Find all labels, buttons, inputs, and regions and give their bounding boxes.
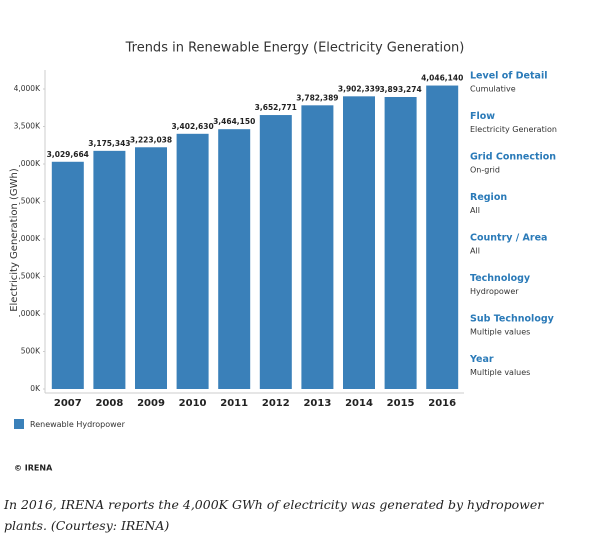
bar xyxy=(176,133,209,389)
x-tick-label: 2014 xyxy=(345,398,373,409)
filter-heading: Sub Technology xyxy=(470,314,555,325)
x-tick-label: 2010 xyxy=(179,398,207,409)
value-label: 3,175,343 xyxy=(88,139,130,148)
copyright: © IRENA xyxy=(14,464,53,473)
value-label: 3,402,630 xyxy=(171,122,213,131)
chart: Trends in Renewable Energy (Electricity … xyxy=(9,41,557,473)
legend-label: Renewable Hydropower xyxy=(30,420,126,429)
filter-heading: Flow xyxy=(470,111,495,122)
filter-heading: Year xyxy=(469,354,494,365)
value-label: 4,046,140 xyxy=(421,74,463,83)
y-tick-label: ,500K xyxy=(18,272,41,281)
filter-heading: Country / Area xyxy=(470,233,547,244)
legend-swatch xyxy=(14,419,24,429)
value-label: 3,029,664 xyxy=(47,150,89,159)
x-tick-label: 2016 xyxy=(428,398,456,409)
bar xyxy=(343,96,375,389)
filter-value: Multiple values xyxy=(470,368,530,377)
y-tick-label: 4,000K xyxy=(14,84,41,93)
x-tick-label: 2008 xyxy=(95,398,123,409)
filter-heading: Technology xyxy=(470,273,531,284)
bar xyxy=(135,147,167,389)
caption-line: plants. (Courtesy: IRENA) xyxy=(4,518,170,533)
y-tick-label: 0K xyxy=(30,384,41,393)
caption-line: In 2016, IRENA reports the 4,000K GWh of… xyxy=(4,497,544,512)
filter-value: Hydropower xyxy=(470,287,519,296)
filter-heading: Region xyxy=(470,192,507,203)
filter-value: Electricity Generation xyxy=(470,125,557,134)
filter-value: Cumulative xyxy=(470,85,516,94)
x-tick-label: 2009 xyxy=(137,398,165,409)
filter-value: All xyxy=(470,206,480,215)
y-tick-label: ,000K xyxy=(18,159,41,168)
y-axis-label: Electricity Generation (GWh) xyxy=(9,168,20,312)
x-tick-label: 2013 xyxy=(303,398,331,409)
x-tick-label: 2011 xyxy=(220,398,248,409)
bar xyxy=(51,161,84,389)
caption: In 2016, IRENA reports the 4,000K GWh of… xyxy=(4,494,584,536)
value-label: 3,782,389 xyxy=(296,93,338,102)
y-tick-label: ,500K xyxy=(18,197,41,206)
bar xyxy=(218,129,251,389)
y-tick-label: ,000K xyxy=(18,234,41,243)
value-label: 3,464,150 xyxy=(213,117,255,126)
chart-title: Trends in Renewable Energy (Electricity … xyxy=(125,41,465,56)
filter-value: On-grid xyxy=(470,166,500,175)
bar xyxy=(426,85,459,390)
value-label: 3,223,038 xyxy=(130,135,172,144)
x-tick-label: 2012 xyxy=(262,398,290,409)
value-label: 3,893,274 xyxy=(379,85,421,94)
filter-heading: Grid Connection xyxy=(470,152,556,163)
y-tick-label: ,000K xyxy=(18,309,41,318)
bar xyxy=(93,150,126,389)
bar xyxy=(384,97,417,389)
y-tick-label: 500K xyxy=(21,347,41,356)
bar xyxy=(259,115,292,389)
bar xyxy=(301,105,334,389)
filter-heading: Level of Detail xyxy=(470,71,547,82)
x-tick-label: 2015 xyxy=(387,398,415,409)
value-label: 3,652,771 xyxy=(255,103,297,112)
value-label: 3,902,339 xyxy=(338,84,380,93)
y-tick-label: 3,500K xyxy=(14,122,41,131)
filter-value: Multiple values xyxy=(470,328,530,337)
x-tick-label: 2007 xyxy=(54,398,82,409)
filter-value: All xyxy=(470,247,480,256)
